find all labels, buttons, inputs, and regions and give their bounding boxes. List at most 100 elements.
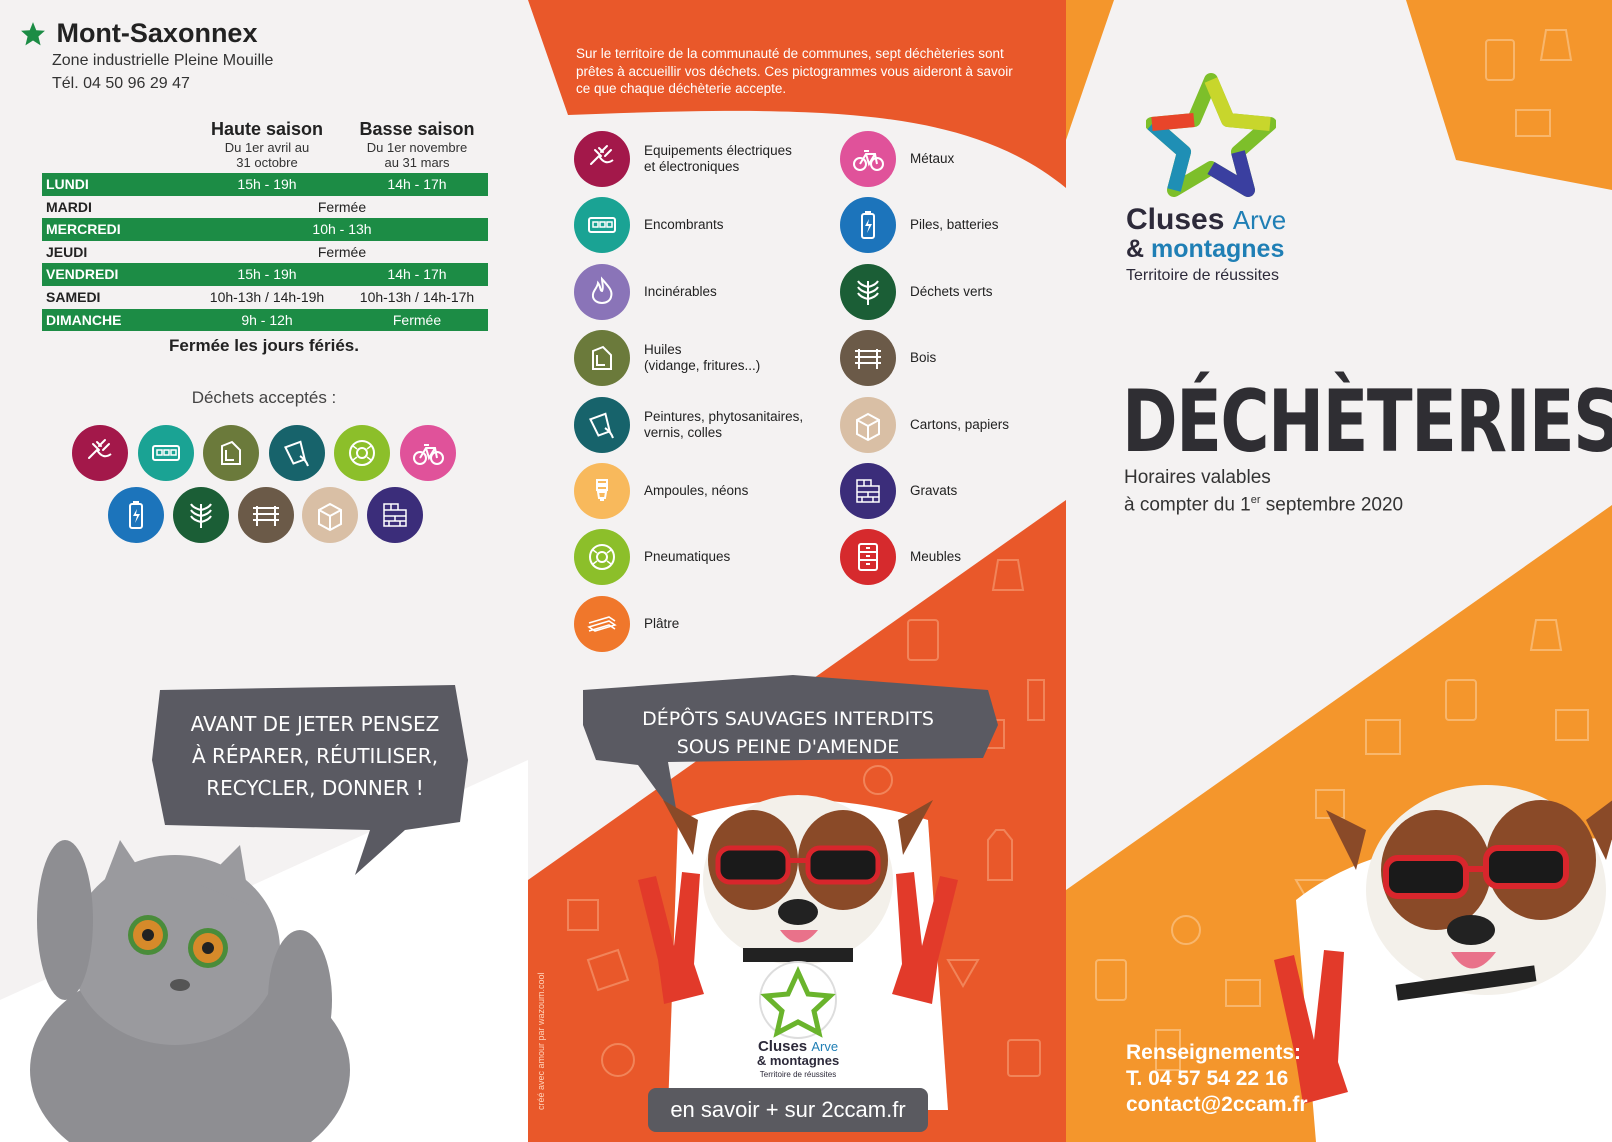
legend-item: Ampoules, néons xyxy=(574,463,748,519)
page-subtitle: Horaires valables à compter du 1er septe… xyxy=(1124,466,1403,516)
low-season-header: Basse saison Du 1er novembre au 31 mars xyxy=(342,118,492,170)
day-label: LUNDI xyxy=(46,176,89,192)
small-brand-tagline: Territoire de réussites xyxy=(759,1070,837,1079)
legend-label: Déchets verts xyxy=(910,283,993,299)
subtitle-line: Horaires valables xyxy=(1124,467,1271,488)
high-hours: 9h - 12h xyxy=(241,311,293,328)
paint-bucket-pictogram xyxy=(268,425,325,481)
accepted-title: Déchets acceptés : xyxy=(191,388,337,407)
box-pictogram xyxy=(302,487,359,543)
oil-can-pictogram xyxy=(203,425,259,481)
low-hours: Fermée xyxy=(392,311,442,328)
oil-can-pictogram xyxy=(574,330,630,387)
schedule-panel: Mont-Saxonnex Zone industrielle Pleine M… xyxy=(0,0,528,1142)
legend-item: Incinérables xyxy=(574,263,717,320)
brand-amp: & xyxy=(1126,235,1145,263)
legend-label: Pneumatiques xyxy=(644,549,731,565)
plant-icon xyxy=(189,503,212,528)
credit-text: créé avec amour par wazoum.cool xyxy=(536,972,546,1110)
bench-pictogram xyxy=(237,487,294,543)
high-season-range: Du 1er avril au xyxy=(224,140,310,155)
bricks-icon xyxy=(856,479,880,503)
bubble-left-line: recycler, donner ! xyxy=(206,776,424,800)
contact-phone[interactable]: T. 04 57 54 22 16 xyxy=(1126,1067,1289,1090)
low-hours: 10h-13h / 14h-17h xyxy=(359,288,475,305)
legend-label: Equipements électriques et électroniques xyxy=(644,143,792,174)
crate-pictogram xyxy=(137,425,194,481)
low-season-range-end: au 31 mars xyxy=(384,155,450,170)
brand-mountains: montagnes xyxy=(1151,235,1285,263)
paint-bucket-pictogram xyxy=(574,396,630,453)
bubble-mid-text: Dépôts sauvages interdits sous peine d'a… xyxy=(588,705,988,761)
page-title: DÉCHÈTERIES xyxy=(1122,372,1612,472)
table-row: MARDI Fermée xyxy=(42,196,488,219)
hours: Fermée xyxy=(317,198,367,215)
plant-icon xyxy=(857,280,879,305)
brand-arve: Arve xyxy=(1232,205,1287,235)
hours: 10h - 13h xyxy=(312,221,372,238)
small-brand-mountains: & montagnes xyxy=(756,1053,840,1068)
hours: Fermée xyxy=(317,243,367,260)
legend-label: Meubles xyxy=(910,549,962,565)
legend-label: Huiles (vidange, fritures...) xyxy=(644,342,761,374)
bubble-mid-line: sous peine d'amende xyxy=(676,736,900,758)
legend-label: Incinérables xyxy=(644,283,717,299)
low-hours: 14h - 17h xyxy=(387,266,447,283)
legend-label: Métaux xyxy=(910,151,955,166)
high-hours: 15h - 19h xyxy=(237,176,297,192)
day-label: MERCREDI xyxy=(46,221,121,238)
legend-item: Peintures, phytosanitaires, vernis, coll… xyxy=(574,396,803,453)
bricks-pictogram xyxy=(840,463,896,519)
star-icon xyxy=(21,21,45,45)
bench-pictogram xyxy=(840,330,896,387)
tire-icon xyxy=(589,544,615,571)
plaster-pictogram xyxy=(574,595,630,652)
tire-pictogram xyxy=(334,425,390,481)
bubble-left-text: Avant de jeter pensez à réparer, réutili… xyxy=(170,708,460,804)
bricks-icon xyxy=(383,503,407,527)
brand-name: Cluses xyxy=(1126,203,1225,236)
high-season-title: Haute saison xyxy=(210,119,324,139)
legend-label: Bois xyxy=(910,350,937,366)
bulb-pictogram xyxy=(574,463,630,519)
bench-icon xyxy=(855,349,881,370)
high-hours: 10h-13h / 14h-19h xyxy=(209,288,325,305)
plant-pictogram xyxy=(172,487,229,543)
legend-item: Cartons, papiers xyxy=(840,396,1009,453)
high-season-range-end: 31 octobre xyxy=(236,155,298,170)
bulb-icon xyxy=(596,479,608,501)
website-link[interactable]: en savoir + sur 2ccam.fr xyxy=(648,1088,928,1132)
cover-panel: Cluses Arve & montagnes Territoire de ré… xyxy=(1066,0,1612,1142)
table-row: DIMANCHE 9h - 12h Fermée xyxy=(42,308,488,332)
day-label: VENDREDI xyxy=(46,266,119,283)
plug-icon xyxy=(88,439,112,459)
dog-illustration xyxy=(638,795,958,1110)
legend-item: Pneumatiques xyxy=(574,529,731,586)
bubble-mid-line: Dépôts sauvages interdits xyxy=(642,708,934,730)
contact-email[interactable]: contact@2ccam.fr xyxy=(1126,1093,1308,1116)
dog-illustration xyxy=(1274,785,1612,1142)
legend-label: Piles, batteries xyxy=(910,217,999,233)
legend-label: Encombrants xyxy=(644,217,724,233)
legend-item: Piles, batteries xyxy=(840,197,999,254)
plug-pictogram xyxy=(574,131,630,187)
plant-pictogram xyxy=(840,263,896,320)
oil-can-icon xyxy=(592,346,612,371)
flame-icon xyxy=(591,276,613,304)
logo-star-icon xyxy=(1146,73,1276,197)
legend-item: Déchets verts xyxy=(840,263,993,320)
legend-item: Gravats xyxy=(840,463,957,519)
crate-icon xyxy=(588,217,616,234)
low-season-range: Du 1er novembre xyxy=(366,140,468,155)
legend-item: Encombrants xyxy=(574,197,724,254)
paint-bucket-icon xyxy=(589,412,614,438)
brand-logo: Cluses Arve & montagnes Territoire de ré… xyxy=(1126,205,1286,285)
battery-icon xyxy=(129,501,143,529)
small-brand-name: Cluses xyxy=(757,1038,808,1055)
legend-label: Plâtre xyxy=(644,615,680,631)
table-row: VENDREDI 15h - 19h 14h - 17h xyxy=(42,263,488,286)
legend-item: Equipements électriques et électroniques xyxy=(574,131,792,187)
battery-icon xyxy=(861,211,875,240)
intro-text: Sur le territoire de la communauté de co… xyxy=(576,46,1013,96)
box-icon xyxy=(318,502,343,532)
